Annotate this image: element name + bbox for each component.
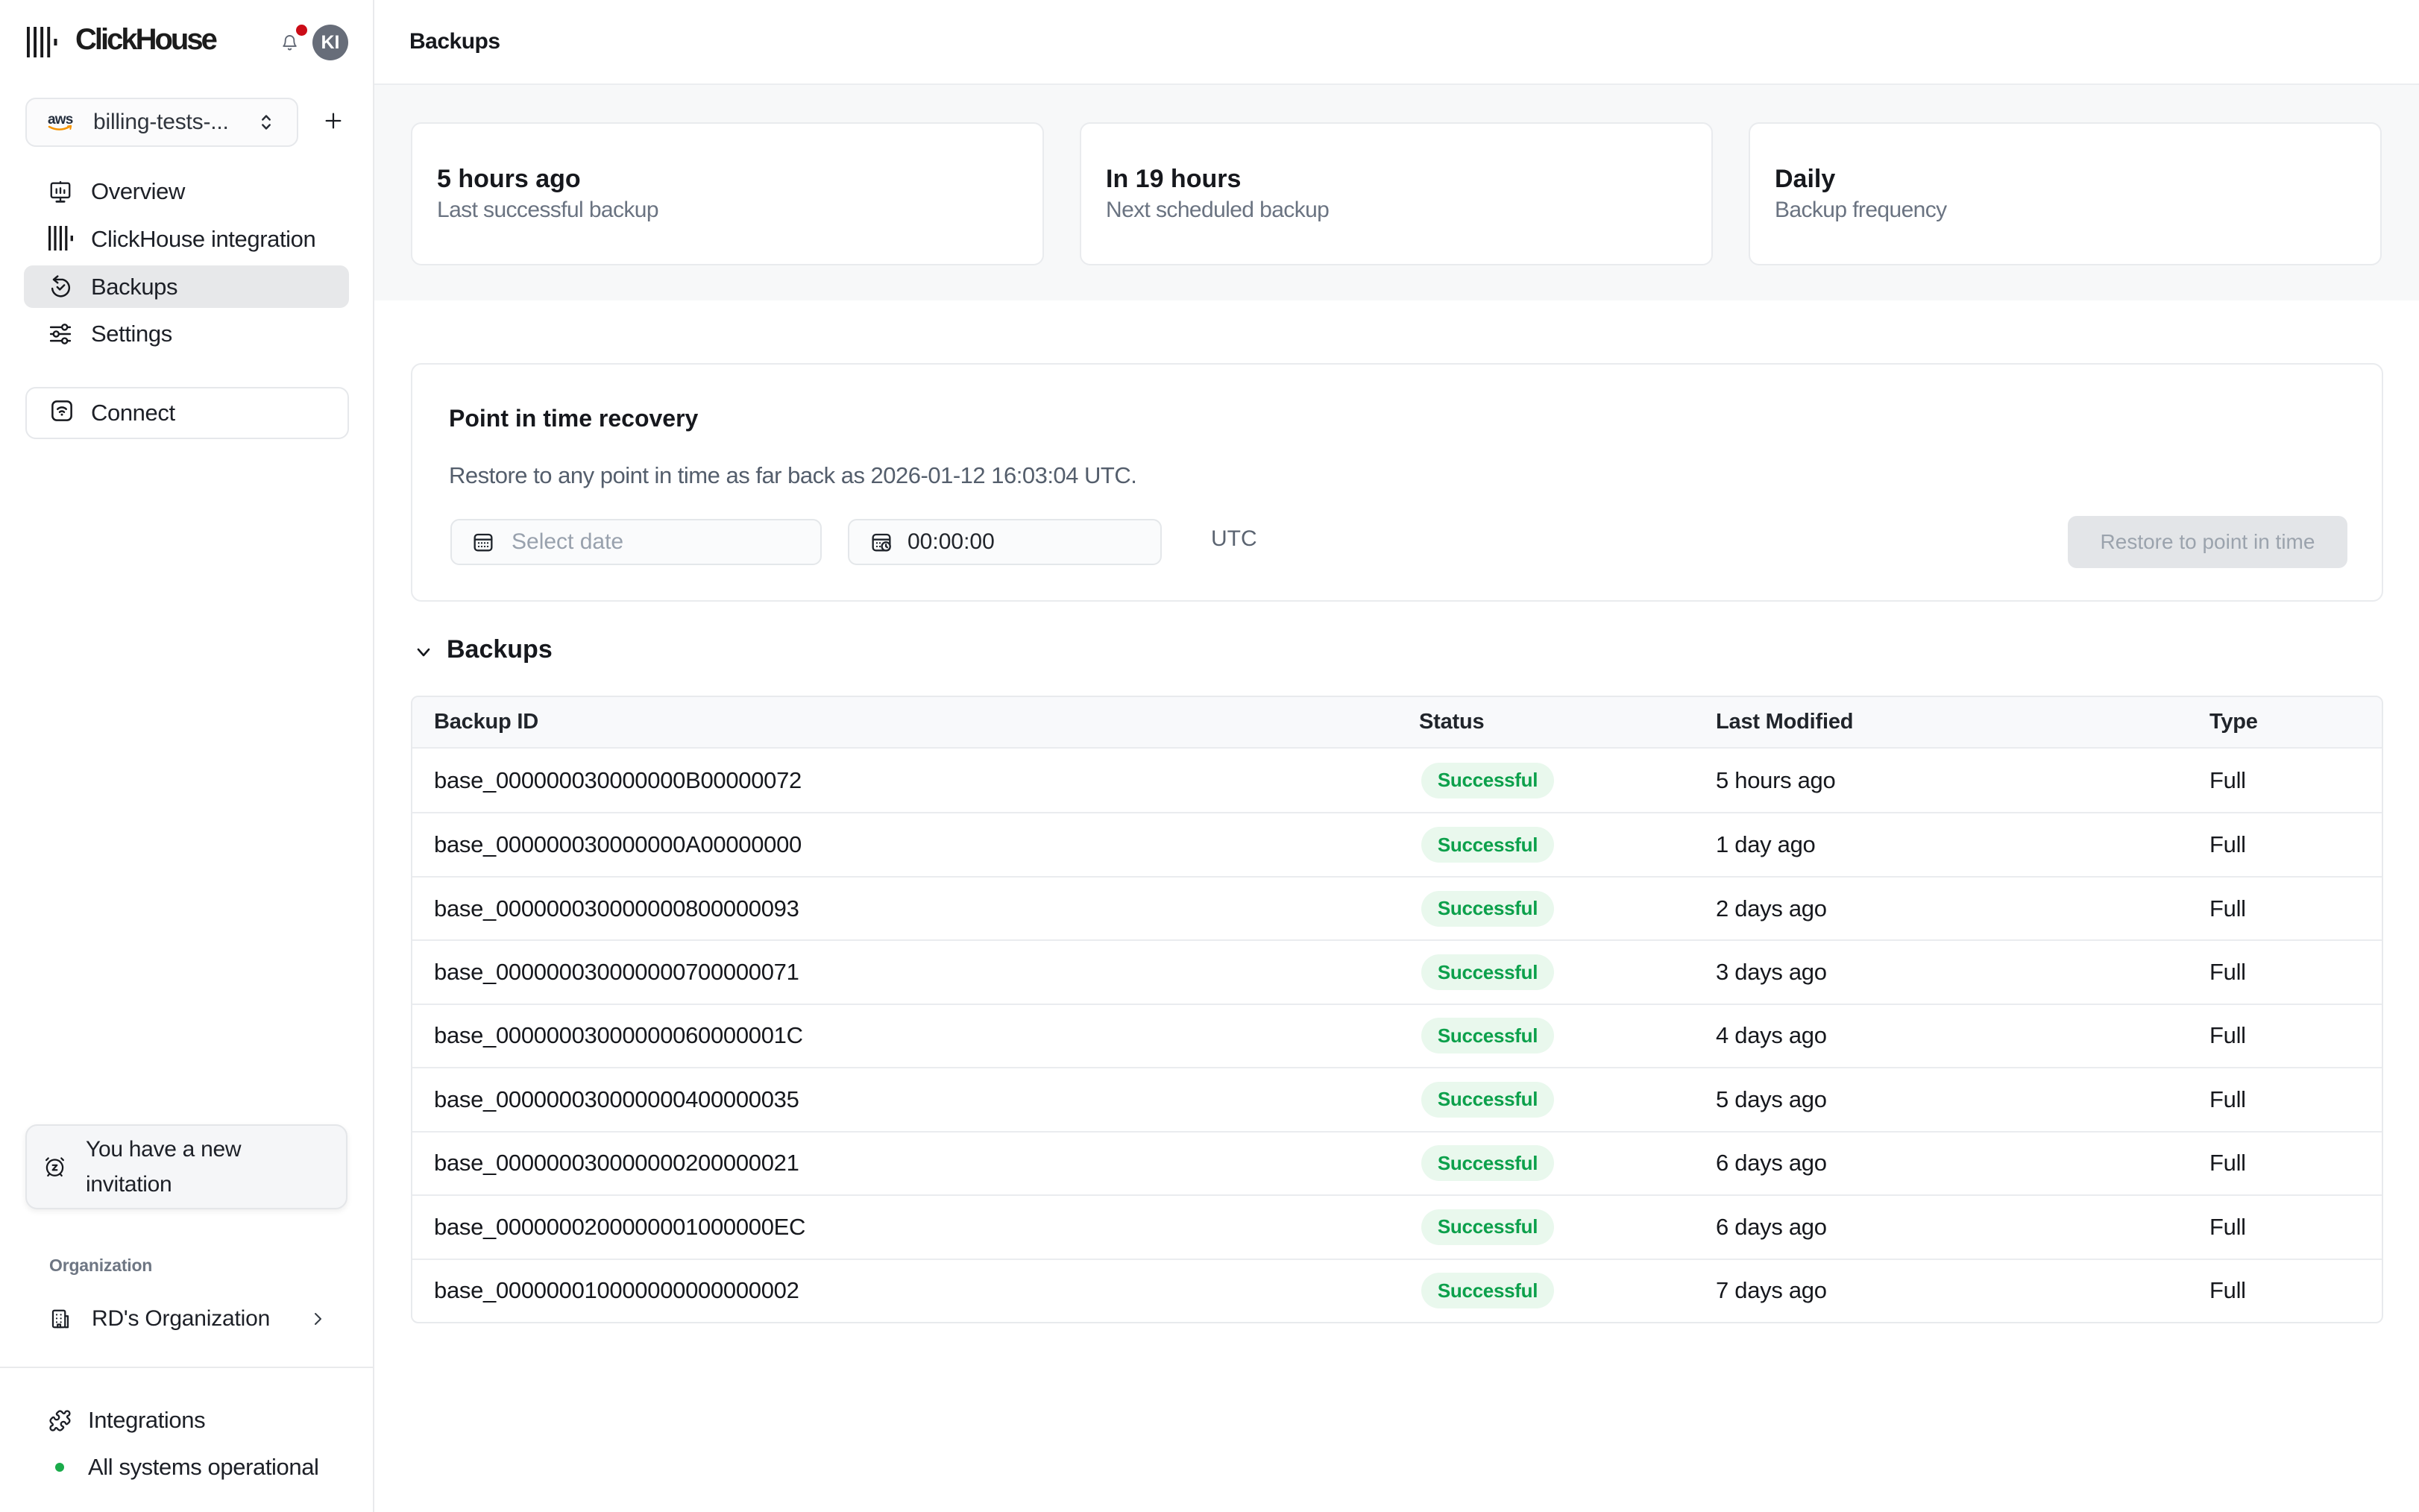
svg-text:aws: aws (48, 112, 73, 127)
